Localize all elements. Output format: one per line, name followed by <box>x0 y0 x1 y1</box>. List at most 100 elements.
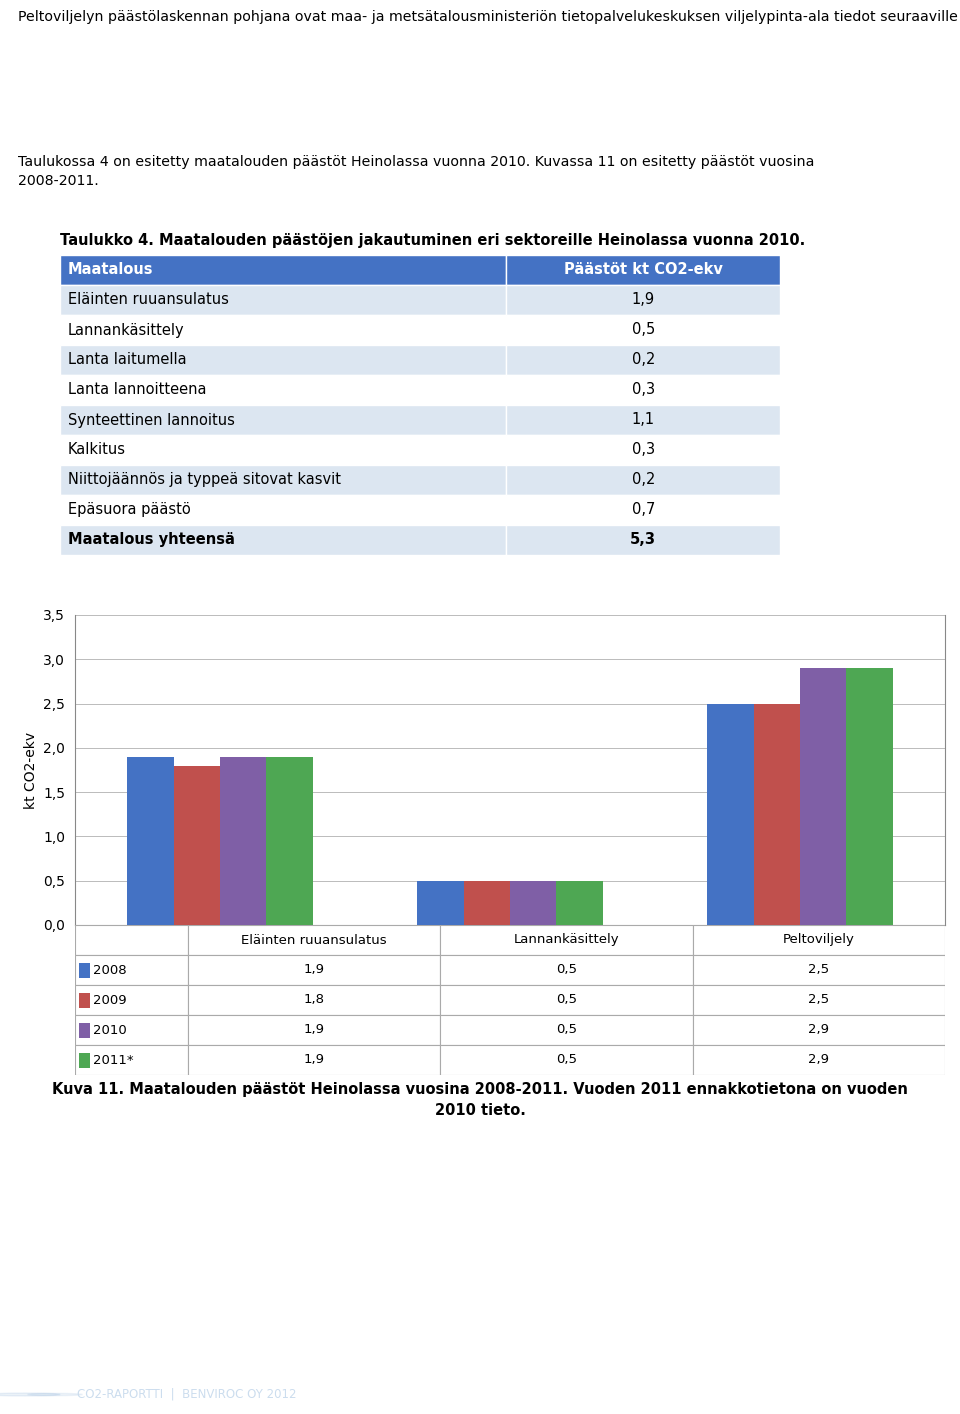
Text: 0,5: 0,5 <box>556 963 577 977</box>
Text: CO2-RAPORTTI  |  BENVIROC OY 2012: CO2-RAPORTTI | BENVIROC OY 2012 <box>77 1389 297 1401</box>
Bar <box>441 1045 693 1075</box>
Bar <box>60 345 507 375</box>
Bar <box>75 954 188 986</box>
Text: Päästöt kt CO2-ekv: Päästöt kt CO2-ekv <box>564 263 723 277</box>
Text: Lanta lannoitteena: Lanta lannoitteena <box>68 383 206 397</box>
Bar <box>60 525 507 556</box>
Bar <box>188 986 441 1015</box>
Bar <box>188 925 441 954</box>
Bar <box>60 375 507 404</box>
Text: 18: 18 <box>889 1380 931 1408</box>
Text: Epäsuora päästö: Epäsuora päästö <box>68 502 191 518</box>
Text: Taulukossa 4 on esitetty maatalouden päästöt Heinolassa vuonna 2010. Kuvassa 11 : Taulukossa 4 on esitetty maatalouden pää… <box>18 156 814 188</box>
Bar <box>507 465 780 495</box>
Text: Eläinten ruuansulatus: Eläinten ruuansulatus <box>241 933 387 946</box>
Bar <box>507 525 780 556</box>
Bar <box>800 669 847 925</box>
Text: 1,8: 1,8 <box>303 994 324 1007</box>
Bar <box>60 436 507 465</box>
Bar <box>60 286 507 315</box>
Text: Kuva 11. Maatalouden päästöt Heinolassa vuosina 2008-2011. Vuoden 2011 ennakkoti: Kuva 11. Maatalouden päästöt Heinolassa … <box>52 1082 908 1118</box>
Bar <box>174 765 220 925</box>
Text: Eläinten ruuansulatus: Eläinten ruuansulatus <box>68 293 228 307</box>
Bar <box>693 1045 945 1075</box>
Bar <box>60 465 507 495</box>
Bar <box>79 993 89 1008</box>
Bar <box>507 404 780 436</box>
Text: 1,9: 1,9 <box>303 1024 324 1036</box>
Bar <box>188 1045 441 1075</box>
Text: 1,9: 1,9 <box>303 963 324 977</box>
Text: 2010: 2010 <box>93 1024 128 1036</box>
Text: 0,5: 0,5 <box>556 994 577 1007</box>
Bar <box>510 881 557 925</box>
Bar <box>847 669 893 925</box>
Bar <box>507 495 780 525</box>
Bar <box>507 315 780 345</box>
Text: 1,9: 1,9 <box>303 1053 324 1066</box>
Bar <box>188 1015 441 1045</box>
Bar <box>75 1015 188 1045</box>
Bar <box>60 315 507 345</box>
Circle shape <box>0 1393 60 1396</box>
Text: 1,9: 1,9 <box>632 293 655 307</box>
Text: 0,5: 0,5 <box>632 322 655 338</box>
Bar <box>507 286 780 315</box>
Bar <box>75 986 188 1015</box>
Bar <box>75 925 188 954</box>
Bar <box>507 375 780 404</box>
Bar <box>441 954 693 986</box>
Y-axis label: kt CO2-ekv: kt CO2-ekv <box>24 731 37 809</box>
Bar <box>754 704 800 925</box>
Bar <box>708 704 754 925</box>
Bar <box>507 436 780 465</box>
Bar <box>418 881 464 925</box>
Bar <box>79 1022 89 1038</box>
Text: 0,2: 0,2 <box>632 352 655 368</box>
Text: 2,9: 2,9 <box>808 1024 829 1036</box>
Text: 0,5: 0,5 <box>556 1053 577 1066</box>
Bar <box>441 986 693 1015</box>
Text: 0,7: 0,7 <box>632 502 655 518</box>
Text: Peltoviljely: Peltoviljely <box>783 933 854 946</box>
Text: 5,3: 5,3 <box>630 533 657 547</box>
Text: 0,3: 0,3 <box>632 383 655 397</box>
Text: 2011*: 2011* <box>93 1053 134 1066</box>
Bar <box>557 881 603 925</box>
Text: Synteettinen lannoitus: Synteettinen lannoitus <box>68 413 235 427</box>
Bar <box>441 925 693 954</box>
Bar <box>79 963 89 977</box>
Text: 0,2: 0,2 <box>632 472 655 488</box>
Bar <box>60 404 507 436</box>
Text: Maatalous: Maatalous <box>68 263 154 277</box>
Bar <box>127 756 174 925</box>
Text: 0,5: 0,5 <box>556 1024 577 1036</box>
Text: 1,1: 1,1 <box>632 413 655 427</box>
Bar <box>60 495 507 525</box>
Bar <box>60 255 507 286</box>
Bar <box>188 954 441 986</box>
Bar <box>507 345 780 375</box>
Bar <box>79 1052 89 1068</box>
Text: Peltoviljelyn päästölaskennan pohjana ovat maa- ja metsätalousministeriön tietop: Peltoviljelyn päästölaskennan pohjana ov… <box>18 10 960 24</box>
Bar <box>220 756 266 925</box>
Bar <box>693 925 945 954</box>
Text: 2,5: 2,5 <box>808 994 829 1007</box>
Bar <box>693 954 945 986</box>
Bar <box>693 986 945 1015</box>
Circle shape <box>28 1393 83 1396</box>
Text: 2,9: 2,9 <box>808 1053 829 1066</box>
Bar <box>441 1015 693 1045</box>
Bar <box>507 255 780 286</box>
Text: 0,3: 0,3 <box>632 443 655 458</box>
Bar <box>266 756 313 925</box>
Bar <box>693 1015 945 1045</box>
Text: 2,5: 2,5 <box>808 963 829 977</box>
Text: Niittojäännös ja typpeä sitovat kasvit: Niittojäännös ja typpeä sitovat kasvit <box>68 472 341 488</box>
Bar <box>464 881 510 925</box>
Text: Maatalous yhteensä: Maatalous yhteensä <box>68 533 235 547</box>
Text: 2008: 2008 <box>93 963 127 977</box>
Text: Lannankäsittely: Lannankäsittely <box>514 933 619 946</box>
Text: Lanta laitumella: Lanta laitumella <box>68 352 186 368</box>
Text: 2009: 2009 <box>93 994 127 1007</box>
